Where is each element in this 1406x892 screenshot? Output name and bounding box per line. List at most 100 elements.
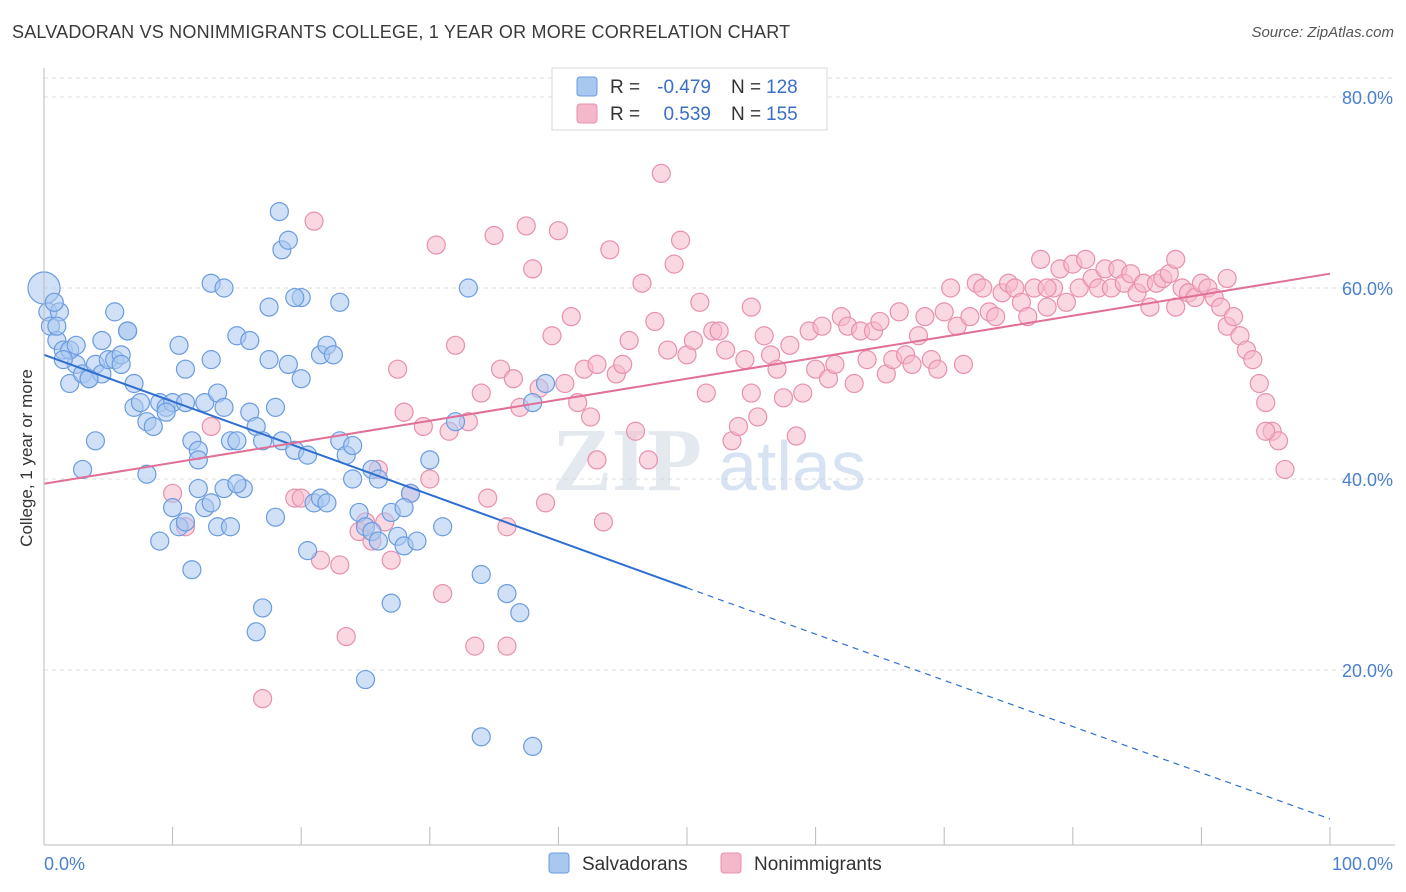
nonimmigrants-point	[555, 373, 575, 394]
legend-r-label-2: R =	[610, 104, 640, 125]
salvadorans-point	[269, 202, 289, 222]
nonimmigrants-point	[902, 354, 922, 374]
salvadorans-point	[105, 302, 125, 322]
salvadorans-point	[497, 583, 517, 604]
nonimmigrants-point	[253, 689, 273, 709]
nonimmigrants-point	[941, 278, 961, 298]
salvadorans-point	[150, 531, 170, 551]
salvadorans-point	[195, 393, 215, 413]
salvadorans-point	[227, 474, 247, 494]
nonimmigrants-point	[1121, 264, 1141, 284]
legend-swatch-salvadorans	[576, 76, 598, 97]
salvadorans-point	[111, 354, 131, 374]
nonimmigrants-point	[1256, 393, 1276, 413]
watermark: ZIP atlas	[552, 411, 866, 510]
nonimmigrants-point	[445, 335, 466, 355]
nonimmigrants-point	[812, 316, 832, 336]
salvadorans-point	[175, 359, 196, 379]
nonimmigrants-point	[658, 340, 678, 360]
legend-top: R = -0.479 N = 128 R = 0.539 N = 155	[551, 67, 828, 131]
salvadorans-point	[117, 321, 138, 341]
nonimmigrants-trend-line	[43, 272, 1331, 485]
nonimmigrants-point	[497, 636, 517, 656]
legend-swatch-nonimmigrants	[576, 103, 598, 124]
nonimmigrants-point	[625, 421, 646, 441]
salvadorans-point	[253, 598, 273, 618]
nonimmigrants-point	[1243, 350, 1263, 370]
nonimmigrants-point	[381, 550, 401, 570]
nonimmigrants-point	[420, 469, 440, 489]
salvadorans-point	[169, 335, 189, 355]
y-axis-title: College, 1 year or more	[17, 369, 36, 547]
nonimmigrants-point	[580, 407, 601, 427]
nonimmigrants-point	[889, 302, 909, 322]
legend-bottom-label-salvadorans: Salvadorans	[582, 854, 688, 875]
legend-n-value-2: 155	[766, 104, 798, 125]
nonimmigrants-point	[683, 330, 704, 351]
nonimmigrants-point	[484, 225, 504, 246]
nonimmigrants-point	[1018, 307, 1038, 327]
salvadorans-point	[285, 287, 305, 308]
nonimmigrants-point	[1268, 431, 1289, 451]
salvadorans-point	[394, 498, 414, 518]
nonimmigrants-point	[1223, 307, 1244, 327]
nonimmigrants-point	[1166, 249, 1186, 269]
legend-bottom: Salvadorans Nonimmigrants	[548, 852, 882, 875]
source-credit: Source: ZipAtlas.com	[1251, 24, 1394, 41]
nonimmigrants-point	[433, 583, 453, 604]
salvadorans-point	[182, 560, 202, 580]
salvadorans-point	[343, 469, 363, 489]
salvadorans-point	[240, 330, 260, 351]
nonimmigrants-point	[330, 555, 350, 575]
nonimmigrants-point	[741, 383, 761, 403]
nonimmigrants-point	[825, 354, 845, 374]
salvadorans-point	[323, 345, 343, 365]
nonimmigrants-point	[336, 626, 356, 647]
nonimmigrants-point	[715, 340, 736, 360]
nonimmigrants-point	[773, 388, 794, 408]
y-tick-label-20: 20.0%	[1342, 661, 1393, 681]
nonimmigrants-point	[490, 359, 511, 379]
nonimmigrants-point	[953, 354, 974, 374]
salvadorans-point	[407, 531, 427, 551]
salvadorans-point	[220, 517, 241, 537]
salvadorans-point	[79, 369, 99, 389]
nonimmigrants-point	[934, 302, 954, 322]
axes	[43, 68, 1395, 846]
salvadorans-point	[156, 402, 176, 422]
legend-n-value-1: 128	[766, 77, 798, 98]
nonimmigrants-point	[1140, 297, 1160, 317]
salvadorans-point	[510, 603, 530, 623]
salvadorans-point	[143, 416, 163, 437]
salvadorans-point	[137, 464, 157, 484]
nonimmigrants-point	[587, 354, 607, 374]
salvadorans-point	[355, 669, 376, 690]
nonimmigrants-point	[709, 321, 729, 341]
salvadorans-point	[523, 736, 543, 757]
salvadorans-point	[259, 350, 279, 370]
nonimmigrants-point	[535, 493, 556, 513]
salvadorans-trend-extension	[686, 587, 1331, 820]
legend-r-label-1: R =	[610, 77, 640, 98]
salvadorans-point	[60, 373, 80, 394]
watermark-zip: ZIP	[552, 411, 702, 510]
nonimmigrants-point	[304, 211, 324, 231]
salvadorans-point	[85, 431, 106, 451]
nonimmigrants-point	[388, 359, 408, 379]
trend-lines	[43, 272, 1331, 820]
salvadorans-point	[278, 230, 298, 250]
legend-n-label-2: N =	[731, 104, 761, 125]
nonimmigrants-point	[1217, 268, 1237, 289]
salvadorans-points	[27, 202, 556, 757]
nonimmigrants-point	[1037, 278, 1057, 298]
nonimmigrants-point	[619, 330, 639, 351]
nonimmigrants-point	[201, 416, 221, 437]
salvadorans-point	[175, 512, 196, 532]
salvadorans-point	[163, 498, 183, 518]
salvadorans-point	[214, 278, 234, 298]
salvadorans-point	[265, 507, 286, 527]
salvadorans-point	[130, 393, 151, 413]
y-tick-label-80: 80.0%	[1342, 88, 1393, 108]
nonimmigrants-point	[600, 240, 620, 260]
